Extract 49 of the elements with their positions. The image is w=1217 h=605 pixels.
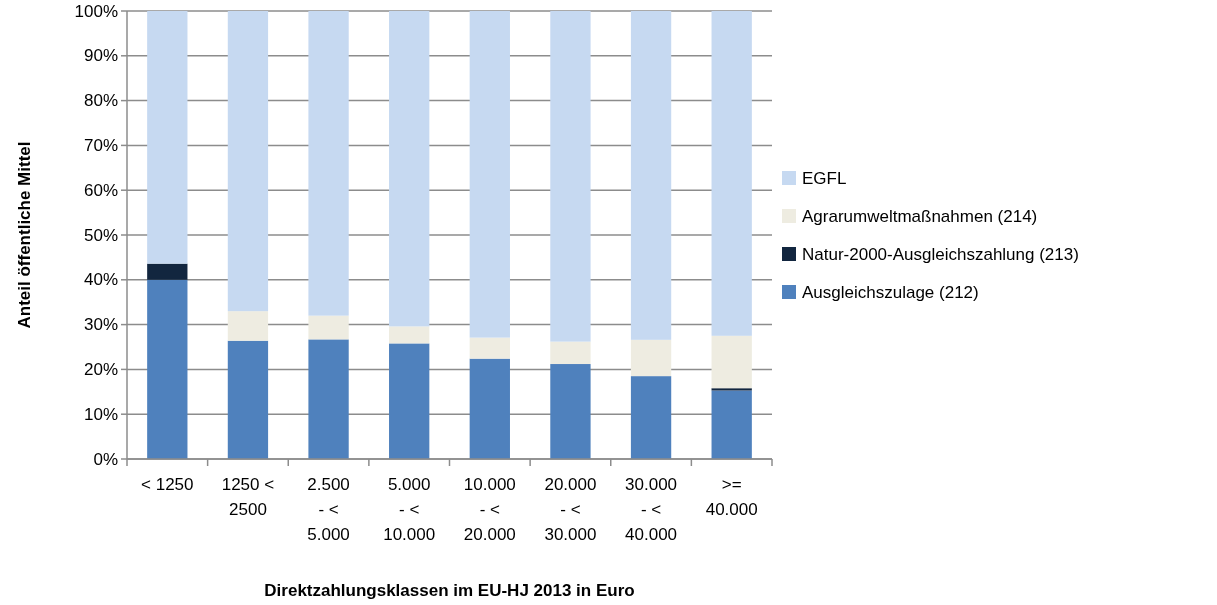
legend-label: Agrarumweltmaßnahmen (214) bbox=[802, 206, 1038, 226]
y-tick-label: 100% bbox=[74, 1, 118, 21]
legend-label: EGFL bbox=[802, 168, 847, 188]
bar bbox=[227, 340, 269, 459]
y-tick-label: 10% bbox=[83, 404, 118, 424]
bar bbox=[308, 11, 349, 316]
y-tick-label: 40% bbox=[83, 270, 118, 290]
bar bbox=[389, 326, 430, 344]
bar bbox=[711, 390, 752, 459]
x-tick-label: 10.000 - < 20.000 bbox=[463, 475, 516, 544]
bar bbox=[389, 343, 430, 459]
y-tick-label: 20% bbox=[83, 359, 118, 379]
x-tick-label: < 1250 bbox=[141, 475, 194, 494]
bar bbox=[630, 376, 672, 459]
x-tick-label: 2.500 - < 5.000 bbox=[307, 475, 350, 544]
bar bbox=[550, 341, 591, 365]
bar bbox=[630, 11, 672, 340]
bar bbox=[469, 358, 510, 459]
bar bbox=[711, 11, 752, 336]
bar bbox=[389, 11, 430, 327]
bar bbox=[308, 315, 349, 340]
y-axis-title: Anteil öffentliche Mittel bbox=[15, 141, 34, 329]
bar bbox=[227, 11, 269, 312]
bar bbox=[308, 339, 349, 459]
bar bbox=[469, 337, 510, 359]
y-tick-label: 30% bbox=[83, 315, 118, 335]
y-tick-label: 50% bbox=[83, 225, 118, 245]
bar bbox=[227, 311, 269, 341]
y-tick-label: 60% bbox=[83, 180, 118, 200]
bar bbox=[469, 11, 510, 338]
bar bbox=[550, 364, 591, 459]
x-tick-label: 5.000 - < 10.000 bbox=[383, 475, 436, 544]
x-axis-title: Direktzahlungsklassen im EU-HJ 2013 in Euro bbox=[264, 581, 635, 600]
y-tick-label: 90% bbox=[83, 46, 118, 66]
y-tick-label: 0% bbox=[93, 449, 118, 469]
legend-label: Ausgleichszulage (212) bbox=[802, 282, 979, 302]
y-tick-label: 80% bbox=[83, 91, 118, 111]
bar bbox=[147, 263, 188, 280]
y-tick-label: 70% bbox=[83, 135, 118, 155]
bar bbox=[147, 11, 188, 264]
bar bbox=[550, 11, 591, 342]
x-tick-label: 1250 < 2500 bbox=[221, 475, 275, 519]
x-tick-label: 30.000 - < 40.000 bbox=[625, 475, 678, 544]
x-tick-label: 20.000 - < 30.000 bbox=[544, 475, 597, 544]
bar bbox=[711, 335, 752, 389]
bar bbox=[630, 339, 672, 377]
bar bbox=[147, 279, 188, 459]
legend-label: Natur-2000-Ausgleichszahlung (213) bbox=[802, 244, 1079, 264]
x-tick-label: >= 40.000 bbox=[705, 475, 758, 519]
